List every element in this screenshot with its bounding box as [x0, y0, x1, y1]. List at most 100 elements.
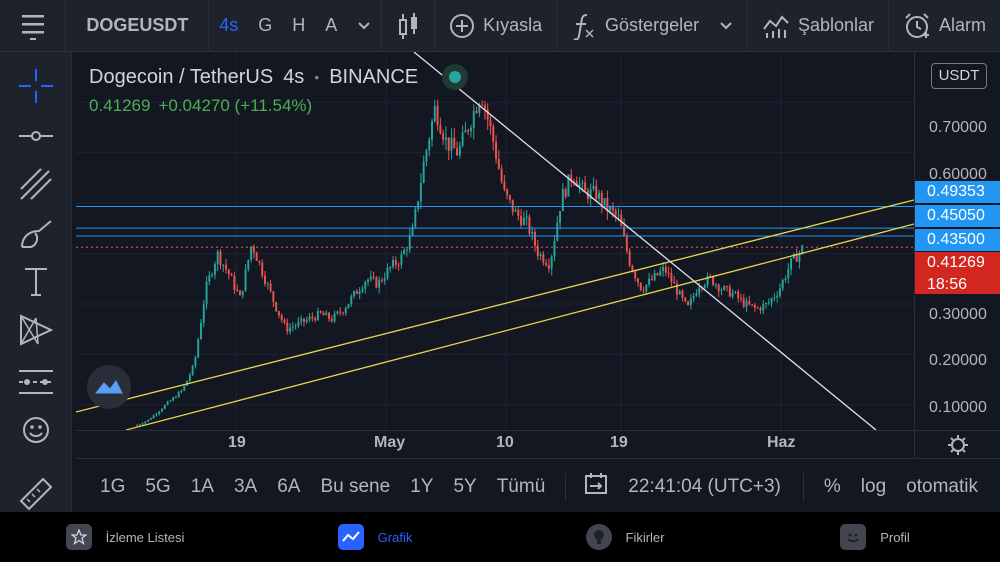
candle-body [714, 284, 717, 286]
price-tick: 0.10000 [929, 399, 987, 416]
candle-body [428, 139, 431, 151]
interval-month[interactable]: A [325, 15, 338, 35]
candle-body [283, 320, 286, 323]
indicators-button[interactable]: Göstergeler [557, 0, 747, 52]
candle-body [609, 206, 612, 212]
horizontal-line-tool[interactable] [18, 118, 54, 154]
auto-toggle[interactable]: otomatik [906, 475, 978, 497]
range-5y[interactable]: 5Y [453, 475, 477, 497]
candle-body [503, 181, 506, 190]
range-6m[interactable]: 6A [277, 475, 301, 497]
nav-profile[interactable]: Profil [750, 512, 1000, 562]
nav-watchlist-label: İzleme Listesi [105, 529, 185, 545]
range-1y[interactable]: 1Y [410, 475, 434, 497]
nav-ideas[interactable]: Fikirler [500, 512, 750, 562]
candle-body [539, 254, 542, 256]
chart-type-button[interactable] [382, 0, 434, 52]
candle-body [678, 290, 681, 295]
candle-body [703, 285, 706, 288]
candle-body [330, 318, 333, 322]
chart-settings-button[interactable] [914, 430, 1000, 458]
clock-timezone[interactable]: 22:41:04 (UTC+3) [628, 475, 781, 497]
text-tool[interactable] [18, 264, 54, 300]
candle-body [628, 250, 631, 266]
smiley-icon [23, 417, 49, 443]
candle-body [525, 216, 528, 218]
trendline-upper [75, 199, 915, 413]
candle-body [433, 105, 436, 122]
candle-body [308, 316, 311, 320]
pattern-tool[interactable] [18, 312, 54, 348]
candle-body [550, 256, 553, 269]
legend-price: 0.41269 [89, 96, 151, 115]
level-tag: 0.43500 [915, 229, 1000, 251]
interval-dropdown[interactable] [347, 15, 381, 36]
candle-body [492, 126, 495, 142]
candle-body [353, 291, 356, 297]
pitchfork-icon [20, 168, 52, 200]
candle-body [200, 322, 202, 340]
symbol-button[interactable]: DOGEUSDT [86, 15, 189, 35]
measure-lines-tool[interactable] [18, 364, 54, 400]
price-axis[interactable]: USDT 0.70000 0.60000 0.30000 0.20000 0.1… [914, 52, 1000, 430]
menu-button[interactable] [0, 0, 65, 52]
candle-body [233, 275, 236, 290]
candle-body [369, 276, 372, 280]
legend-title-row: Dogecoin / TetherUS 4s • BINANCE [89, 64, 469, 90]
compare-button[interactable]: Kıyasla [435, 0, 556, 52]
chevron-down-icon [720, 21, 732, 29]
candle-body [205, 281, 208, 305]
candle-body [411, 226, 414, 236]
emoji-tool[interactable] [18, 412, 54, 448]
currency-badge[interactable]: USDT [931, 63, 987, 89]
range-1d[interactable]: 1G [100, 475, 126, 497]
candle-body [687, 301, 690, 306]
candle-body [483, 104, 486, 110]
candle-body [528, 216, 531, 234]
candle-body [386, 267, 389, 279]
legend-exchange: BINANCE [329, 65, 419, 88]
range-1m[interactable]: 1A [190, 475, 214, 497]
candle-body [269, 283, 272, 292]
price-chart[interactable] [75, 51, 915, 431]
candle-body [645, 284, 648, 292]
alarm-button[interactable]: Alarm [889, 0, 1000, 52]
function-icon [573, 13, 594, 40]
candle-body [559, 211, 562, 223]
candle-body [748, 300, 751, 305]
interval-week[interactable]: H [292, 15, 306, 35]
nav-chart[interactable]: Grafik [250, 512, 500, 562]
candle-body [238, 290, 241, 296]
candle-body [230, 274, 233, 276]
interval-4h[interactable]: 4s [219, 15, 239, 35]
market-status[interactable] [442, 64, 469, 90]
ruler-tool[interactable] [18, 476, 54, 512]
time-axis[interactable]: 19 May 10 19 Haz [76, 430, 914, 458]
range-3m[interactable]: 3A [233, 475, 258, 497]
level-tag: 0.45050 [915, 205, 1000, 227]
chart-pane[interactable]: Dogecoin / TetherUS 4s • BINANCE 0.41269… [75, 51, 915, 431]
candle-body [603, 197, 606, 205]
interval-day[interactable]: G [258, 15, 273, 35]
range-5d[interactable]: 5G [145, 475, 171, 497]
alarm-label: Alarm [938, 15, 986, 35]
candle-body [709, 275, 712, 277]
nav-watchlist[interactable]: İzleme Listesi [0, 512, 250, 562]
candle-body [567, 174, 570, 197]
templates-button[interactable]: Şablonlar [748, 0, 888, 52]
tradingview-logo[interactable] [87, 365, 131, 409]
candle-body [174, 397, 177, 399]
range-ytd[interactable]: Bu sene [320, 475, 391, 497]
brush-tool[interactable] [18, 216, 54, 252]
top-toolbar: DOGEUSDT 4s G H A Kıyasla Göstergeler [0, 0, 1000, 52]
candle-body [511, 199, 514, 212]
candle-body [258, 261, 261, 263]
pitchfork-tool[interactable] [18, 166, 54, 202]
percent-toggle[interactable]: % [823, 475, 841, 497]
log-toggle[interactable]: log [860, 475, 887, 497]
goto-date-button[interactable] [576, 472, 616, 502]
crosshair-tool[interactable] [18, 68, 54, 104]
candle-body [572, 181, 575, 183]
candle-body [336, 311, 339, 314]
range-all[interactable]: Tümü [496, 475, 546, 497]
